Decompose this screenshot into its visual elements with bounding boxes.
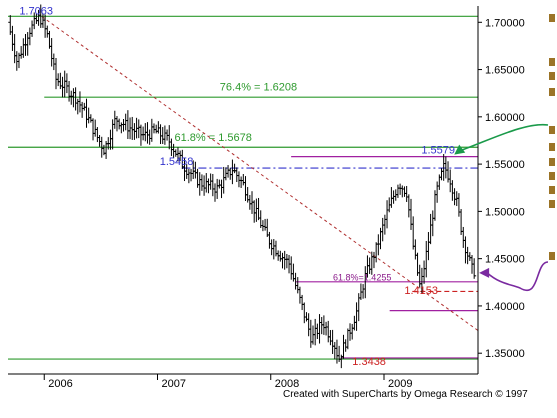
cropped-text-fragment [549,158,555,166]
annotation-label: 1.5579 [421,145,455,157]
y-tick-label: 1.55000 [485,159,525,171]
annotation-label: 76.4% = 1.6208 [220,81,297,93]
cropped-text-fragment [549,252,555,260]
x-tick-label: 2006 [48,378,72,390]
trendline [41,16,479,331]
y-tick-label: 1.65000 [485,65,525,77]
arrow-green [459,123,549,152]
cropped-text-fragment [549,88,555,96]
price-bars [8,4,477,369]
y-tick-label: 1.60000 [485,112,525,124]
annotation-label: 1.7063 [19,5,53,17]
annotations: 1.7063 76.4% = 1.6208 61.8% = 1.5678 1.5458… [19,5,455,368]
y-tick-label: 1.70000 [485,17,525,29]
cropped-text-fragment [549,186,555,194]
axes: 1.70000 1.65000 1.60000 1.55000 1.50000 1.450… [8,6,525,390]
y-tick-label: 1.45000 [485,254,525,266]
annotation-label: 1.5458 [160,156,194,168]
cropped-text-fragment [549,172,555,180]
cropped-text-fragment [549,200,555,208]
cropped-text-fragment [549,72,555,80]
y-tick-label: 1.40000 [485,301,525,313]
annotation-label: 61.8%=1.4255 [333,272,391,282]
annotation-label: 61.8% = 1.5678 [174,132,251,144]
cropped-text-fragment [549,126,555,134]
x-tick-label: 2007 [161,378,185,390]
horizontal-levels [8,15,478,360]
x-tick-label: 2009 [388,378,412,390]
arrows [454,123,549,292]
credit-text: Created with SuperCharts by Omega Resear… [283,389,528,400]
cropped-text-fragment [549,58,555,66]
y-tick-label: 1.50000 [485,206,525,218]
arrow-purple [486,261,549,292]
annotation-label: 1.4153 [404,285,438,297]
cropped-text-fragment [549,14,555,22]
arrow-green-head [454,144,466,155]
x-tick-label: 2008 [275,378,299,390]
y-tick-label: 1.35000 [485,348,525,360]
arrow-purple-head [479,267,490,278]
right-column-fragments [549,14,555,260]
trendline-layer [41,16,479,331]
annotation-label: 1.3438 [352,356,386,368]
cropped-text-fragment [549,143,555,151]
